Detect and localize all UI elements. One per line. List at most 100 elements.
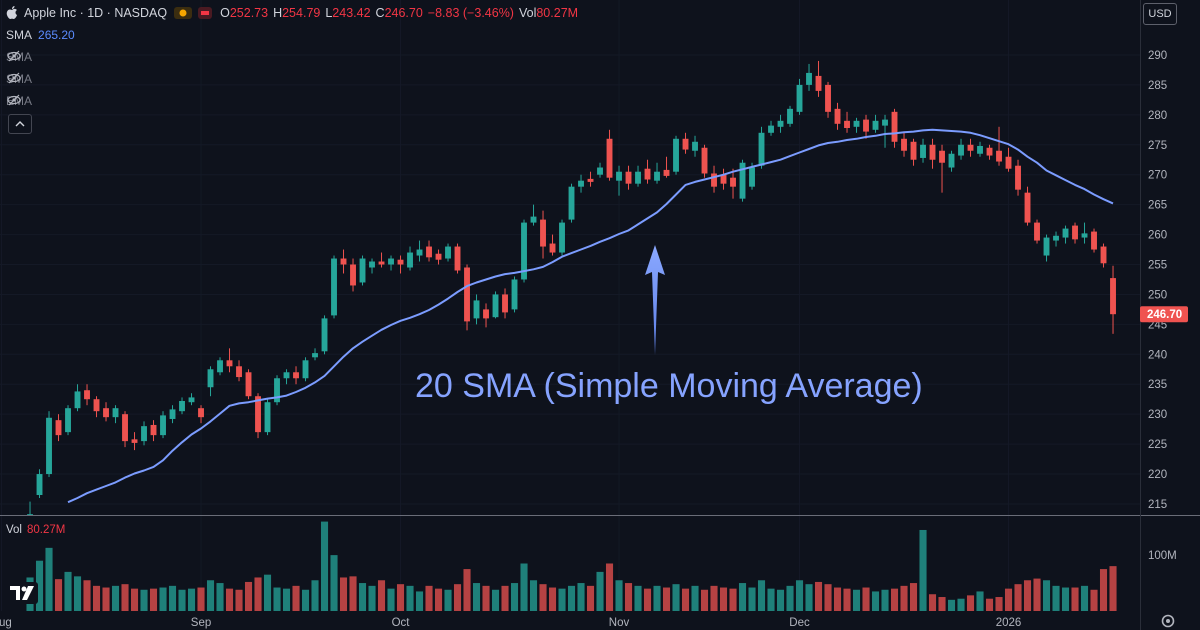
volume-bar [140, 589, 148, 611]
candle-body [739, 162, 746, 199]
volume-legend: Vol 80.27M [6, 524, 65, 536]
candle-body [1081, 233, 1088, 238]
volume-bar [463, 569, 471, 611]
candle-body [502, 294, 508, 313]
volume-bar [444, 589, 452, 611]
volume-bar [548, 587, 557, 611]
candle-body [597, 167, 603, 175]
volume-bar [833, 587, 842, 611]
candle-body [948, 153, 955, 168]
quote-key: Vol [518, 6, 537, 20]
volume-bar [425, 585, 433, 611]
volume-bar [396, 584, 405, 611]
volume-bar [168, 585, 177, 611]
candle-body [331, 258, 337, 316]
volume-value: 80.27M [27, 524, 66, 536]
candle-body [435, 253, 442, 260]
price-grid [0, 0, 1140, 611]
collapse-button[interactable] [8, 114, 32, 134]
volume-bar [1014, 584, 1022, 611]
volume-bar [900, 585, 908, 611]
candle-body [654, 171, 660, 181]
volume-bar [301, 589, 310, 611]
volume-bar [491, 589, 500, 611]
candle-body [93, 399, 100, 412]
candle-body [74, 391, 81, 409]
volume-bar [786, 585, 794, 611]
volume-bar [767, 588, 775, 611]
volume-bar [282, 588, 291, 611]
candle-body [730, 177, 736, 187]
candle-body [977, 145, 983, 154]
candle-body [825, 84, 831, 112]
volume-bar [54, 579, 63, 611]
volume-bar [225, 588, 234, 611]
candle-body [264, 402, 271, 433]
volume-bar [672, 584, 680, 611]
volume-bar [862, 587, 870, 611]
candle-body [169, 409, 176, 419]
candle-body [958, 144, 964, 156]
volume-layer [26, 521, 1117, 611]
candle-body [150, 424, 157, 436]
candle-body [606, 138, 613, 178]
candle-body [445, 246, 451, 259]
candle-body [1110, 278, 1116, 315]
currency-button[interactable]: USD [1143, 3, 1177, 25]
volume-bar [824, 584, 832, 611]
volume-bar [757, 580, 766, 611]
volume-bar [843, 588, 851, 611]
volume-tick-label: 100M [1148, 550, 1177, 562]
volume-bar [1061, 587, 1070, 611]
settings-icon[interactable] [1161, 614, 1175, 628]
volume-bar [1033, 578, 1041, 611]
volume-bar [539, 584, 547, 611]
candle-body [996, 150, 1002, 162]
volume-bar [957, 598, 965, 611]
indicator: SMA 265.20 [6, 28, 75, 42]
volume-bar [691, 585, 699, 611]
volume-bar [919, 529, 927, 611]
volume-bar [187, 588, 196, 611]
candle-body [207, 369, 214, 388]
y-tick-label: 280 [1148, 110, 1167, 122]
volume-bar [1071, 587, 1079, 611]
volume-bar [938, 597, 946, 611]
candle-body [407, 252, 413, 268]
volume-bar [681, 588, 690, 611]
candle-body [350, 264, 356, 286]
y-tick-label: 220 [1148, 469, 1167, 481]
volume-bar [45, 547, 53, 611]
last-price-tag [1140, 306, 1188, 323]
volume-bar [776, 589, 785, 611]
volume-bar [121, 584, 129, 611]
volume-bar [311, 580, 319, 611]
volume-bar [102, 587, 110, 611]
x-tick-label: Oct [392, 617, 411, 629]
volume-bar [35, 560, 44, 611]
volume-bar [434, 588, 443, 611]
candle-body [872, 120, 879, 130]
quote-key: C [375, 6, 385, 20]
candle-body [283, 372, 290, 379]
indicator-value: 265.20 [38, 28, 75, 42]
quote: O 252.73 H 254.79 L 243.42 C 246.70 −8.83 (−3.46… [220, 6, 583, 20]
apple-icon [6, 6, 17, 20]
indicator-name: SMA [6, 28, 33, 42]
candle-body [559, 222, 565, 253]
candle-body [1043, 237, 1050, 256]
candle-body [160, 415, 166, 436]
volume-bar [1042, 580, 1051, 611]
hidden-icon [7, 94, 21, 106]
candle-body [179, 401, 185, 412]
candle-body [255, 396, 261, 433]
candle-body [122, 414, 128, 442]
candle-body [1072, 225, 1078, 240]
candle-body [65, 408, 71, 433]
indicator-name: SMA [6, 50, 33, 64]
price-layer [27, 60, 1116, 515]
candle-body [692, 141, 698, 151]
candle-body [217, 360, 223, 373]
candle-body [568, 186, 575, 220]
